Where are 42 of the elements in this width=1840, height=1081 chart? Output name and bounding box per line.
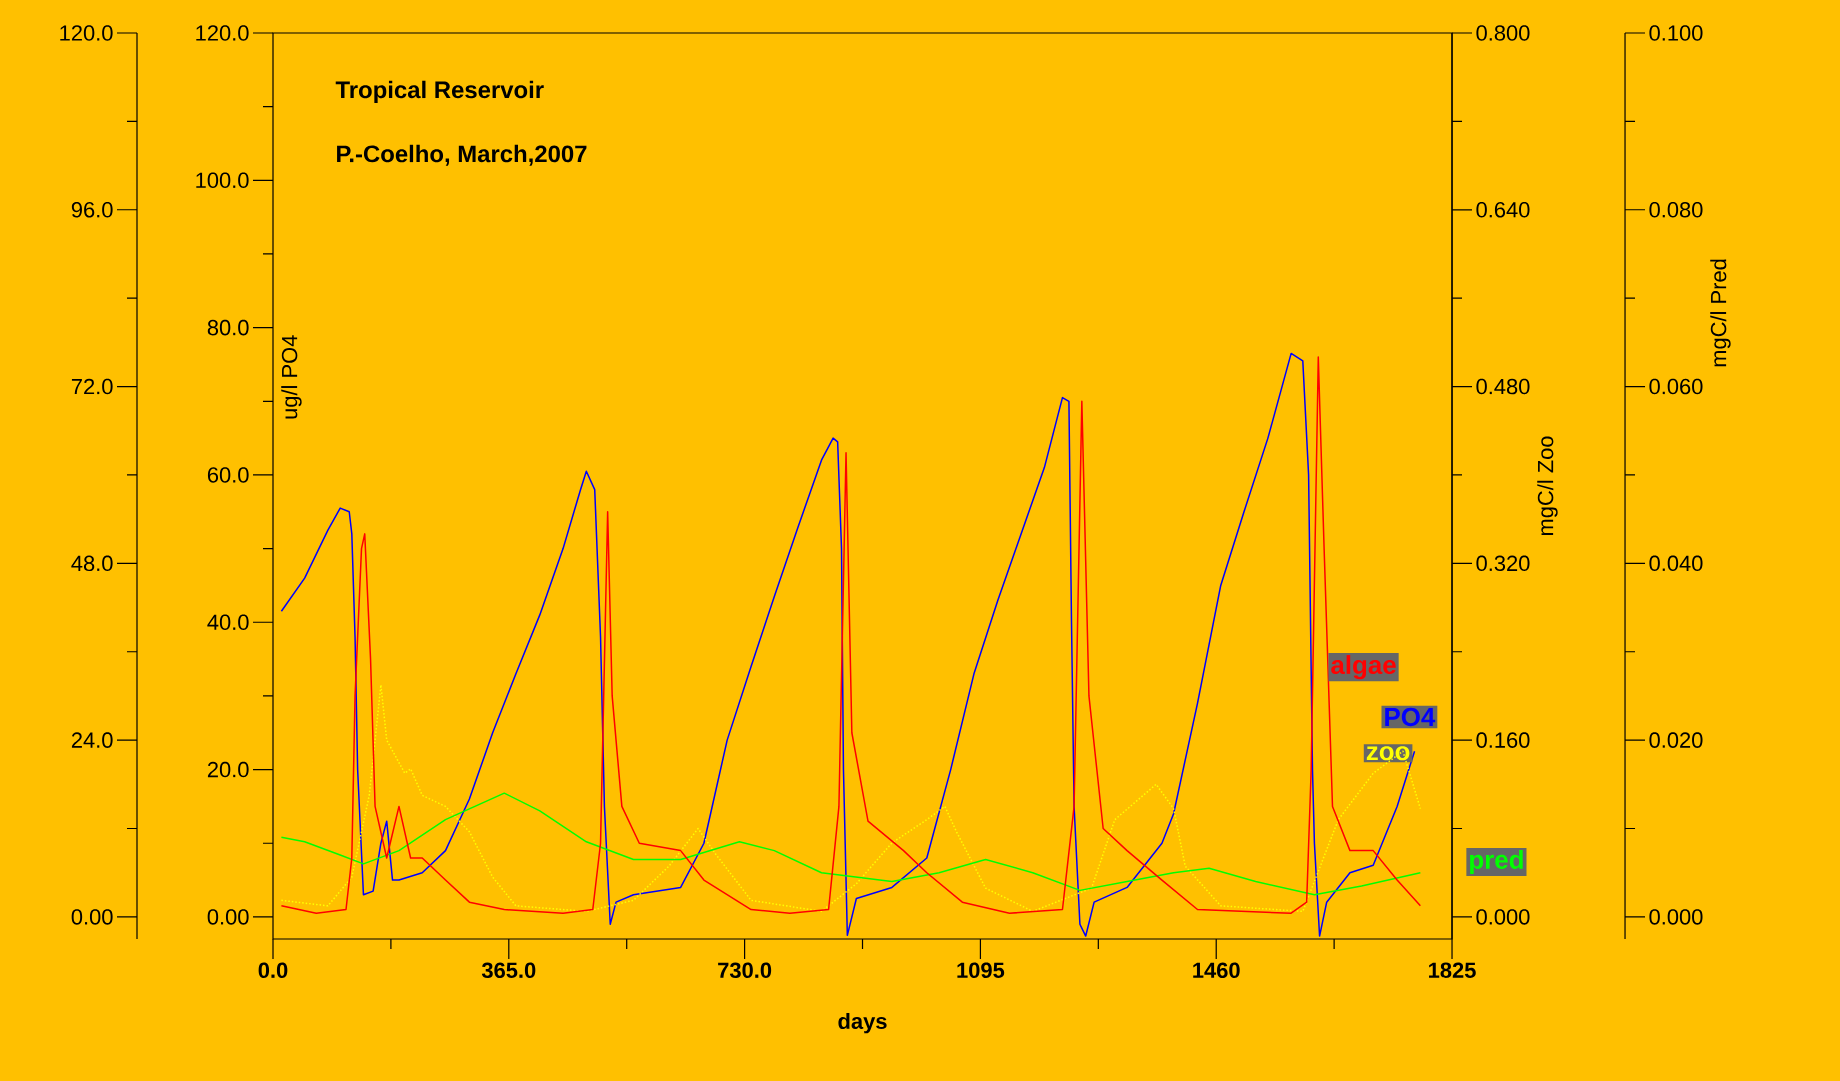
- y3-tick-label: 0.080: [1649, 202, 1703, 218]
- y-tick-label: 120.0: [196, 25, 249, 41]
- y3-tick-label: 0.000: [1649, 909, 1703, 925]
- text: Tropical Reservoir: [335, 80, 544, 104]
- line-series: [280, 792, 1422, 896]
- y2-tick-label: 0.000: [1476, 909, 1530, 925]
- x-tick-label: 1460: [1193, 962, 1240, 979]
- y-tick-label: 24.0: [71, 732, 113, 748]
- series-label: pred: [1470, 849, 1523, 875]
- y3-tick-label: 0.100: [1649, 25, 1703, 41]
- y2-tick-label: 0.320: [1476, 555, 1530, 572]
- y-tick-label: 0.00: [207, 909, 249, 925]
- x-tick-label: 0.0: [258, 962, 288, 979]
- y-tick-label: 120.0: [60, 25, 113, 41]
- y-tick-label: 100.0: [196, 172, 249, 189]
- y3-tick-label: 0.040: [1649, 555, 1703, 572]
- y3-tick-label: 0.020: [1649, 732, 1703, 748]
- y-tick-label: 96.0: [71, 202, 113, 218]
- y2-tick-label: 0.160: [1476, 732, 1530, 748]
- y-tick-label: 48.0: [71, 555, 113, 572]
- y2-tick-label: 0.480: [1476, 378, 1530, 395]
- x-axis-title: days: [838, 1012, 887, 1034]
- y-tick-label: 60.0: [207, 467, 249, 483]
- y2-tick-label: 0.800: [1476, 25, 1530, 41]
- y-axis-title: ug/l PO4: [281, 335, 302, 419]
- text: P.-Coelho, March,2007: [337, 144, 587, 166]
- series-label: PO4: [1385, 707, 1436, 727]
- x-tick-label: 1095: [957, 962, 1005, 979]
- y3-tick-label: 0.060: [1649, 378, 1703, 395]
- x-tick-label: 1825: [1429, 962, 1476, 979]
- y-tick-label: 0.00: [71, 909, 113, 925]
- y-tick-label: 72.0: [71, 378, 113, 395]
- series-label: zoo: [1366, 746, 1410, 761]
- x-tick-label: 365.0: [481, 962, 536, 979]
- y3-axis-title: mgC/l Pred: [1710, 259, 1731, 367]
- y2-tick-label: 0.640: [1476, 202, 1530, 218]
- y-tick-label: 80.0: [207, 319, 249, 336]
- y-tick-label: 40.0: [207, 614, 249, 631]
- y2-axis-title: mgC/l Zoo: [1537, 436, 1558, 536]
- y-tick-label: 20.0: [207, 761, 249, 778]
- series-label: algae: [1331, 655, 1396, 680]
- x-tick-label: 730.0: [718, 962, 772, 979]
